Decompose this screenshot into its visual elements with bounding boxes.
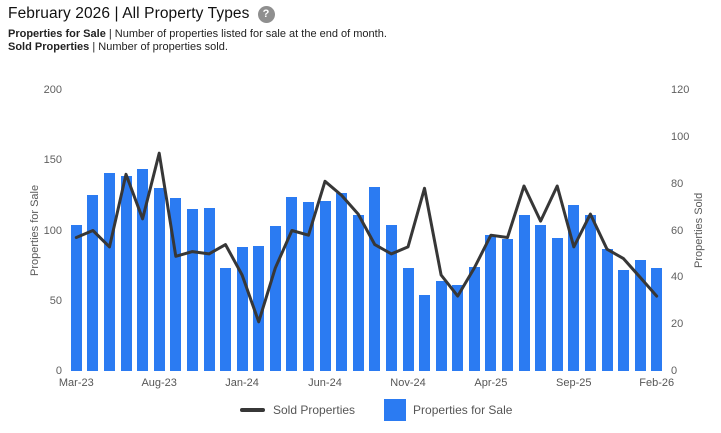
bar-Sep-25[interactable] <box>568 205 580 371</box>
subtitle-properties-for-sale: Properties for Sale | Number of properti… <box>8 28 387 40</box>
bar-swatch-icon <box>384 399 407 421</box>
right-axis-tick-120: 120 <box>671 84 690 96</box>
bar-Jun-23[interactable] <box>120 175 132 371</box>
bar-Nov-24[interactable] <box>402 268 414 371</box>
legend-item-properties-for-sale[interactable]: Properties for Sale <box>384 399 512 421</box>
subtitle-bold: Properties for Sale <box>8 28 106 40</box>
x-axis-tick-Jan-24: Jan-24 <box>225 377 259 389</box>
bar-Oct-25[interactable] <box>584 215 596 371</box>
x-axis-tick-Mar-23: Mar-23 <box>58 377 94 389</box>
bar-Mar-24[interactable] <box>269 226 281 371</box>
right-axis-tick-60: 60 <box>671 224 684 237</box>
x-axis-tick-Feb-26: Feb-26 <box>639 377 675 389</box>
bar-Nov-25[interactable] <box>601 248 613 371</box>
bar-Dec-24[interactable] <box>419 295 430 371</box>
bar-Jul-25[interactable] <box>535 224 547 371</box>
bar-Jun-25[interactable] <box>518 215 530 371</box>
bar-May-23[interactable] <box>104 172 115 371</box>
bar-Jan-25[interactable] <box>435 281 447 371</box>
bar-Dec-25[interactable] <box>618 269 629 371</box>
right-axis-tick-100: 100 <box>671 130 690 143</box>
left-axis-tick-200: 200 <box>43 84 62 96</box>
subtitle-rest: | Number of properties sold. <box>89 41 228 53</box>
page-title: February 2026 | All Property Types <box>8 5 250 22</box>
left-axis-tick-150: 150 <box>43 154 62 167</box>
bar-Aug-25[interactable] <box>551 237 563 371</box>
x-axis-tick-Apr-25: Apr-25 <box>474 377 508 389</box>
left-axis-tick-0: 0 <box>55 365 62 377</box>
sold-properties-line <box>74 151 659 324</box>
bar-May-24[interactable] <box>303 202 314 371</box>
legend-label: Sold Properties <box>273 403 356 417</box>
subtitle-bold: Sold Properties <box>8 41 90 53</box>
bar-Oct-24[interactable] <box>385 224 397 371</box>
bar-Jul-24[interactable] <box>336 192 348 371</box>
left-axis-tick-50: 50 <box>49 294 62 307</box>
bar-Apr-25[interactable] <box>485 234 497 371</box>
x-axis-tick-Sep-25: Sep-25 <box>556 377 592 389</box>
bar-Aug-23[interactable] <box>153 188 165 371</box>
bar-Nov-23[interactable] <box>203 208 215 371</box>
x-axis-tick-Nov-24: Nov-24 <box>390 377 426 389</box>
bar-Apr-23[interactable] <box>87 195 99 371</box>
subtitle-sold-properties: Sold Properties | Number of properties s… <box>8 41 228 53</box>
x-axis-tick-Jun-24: Jun-24 <box>308 377 342 389</box>
bar-Sep-24[interactable] <box>369 186 381 371</box>
bar-Jan-26[interactable] <box>634 260 646 371</box>
help-icon[interactable]: ? <box>257 5 275 23</box>
right-axis-tick-40: 40 <box>671 271 684 284</box>
bar-May-25[interactable] <box>502 238 513 371</box>
line-swatch-icon <box>240 408 265 412</box>
bar-Jan-24[interactable] <box>236 247 248 371</box>
right-axis-tick-0: 0 <box>671 365 678 377</box>
bar-Feb-24[interactable] <box>253 246 265 371</box>
x-axis-tick-Aug-23: Aug-23 <box>141 377 177 389</box>
left-axis-tick-100: 100 <box>43 224 62 237</box>
bar-Dec-23[interactable] <box>220 268 231 371</box>
legend-label: Properties for Sale <box>413 403 513 417</box>
chart-legend: Sold Properties Properties for Sale <box>240 399 512 421</box>
bar-Apr-24[interactable] <box>286 196 298 371</box>
bar-Aug-24[interactable] <box>352 215 364 371</box>
bar-Sep-23[interactable] <box>170 198 182 371</box>
subtitle-rest: | Number of properties listed for sale a… <box>105 28 387 40</box>
bar-Mar-25[interactable] <box>468 267 480 371</box>
bar-Jul-23[interactable] <box>137 168 149 371</box>
right-axis-tick-20: 20 <box>671 318 684 331</box>
bar-Feb-25[interactable] <box>452 285 464 371</box>
bar-Mar-23[interactable] <box>70 224 82 371</box>
bar-Oct-23[interactable] <box>186 209 198 371</box>
legend-item-sold-properties[interactable]: Sold Properties <box>240 403 355 417</box>
title-row: February 2026 | All Property Types ? <box>8 5 275 23</box>
bar-Jun-24[interactable] <box>319 201 331 371</box>
chart-plot-area <box>68 90 665 371</box>
right-axis-tick-80: 80 <box>671 177 684 190</box>
bar-Feb-26[interactable] <box>651 268 663 371</box>
